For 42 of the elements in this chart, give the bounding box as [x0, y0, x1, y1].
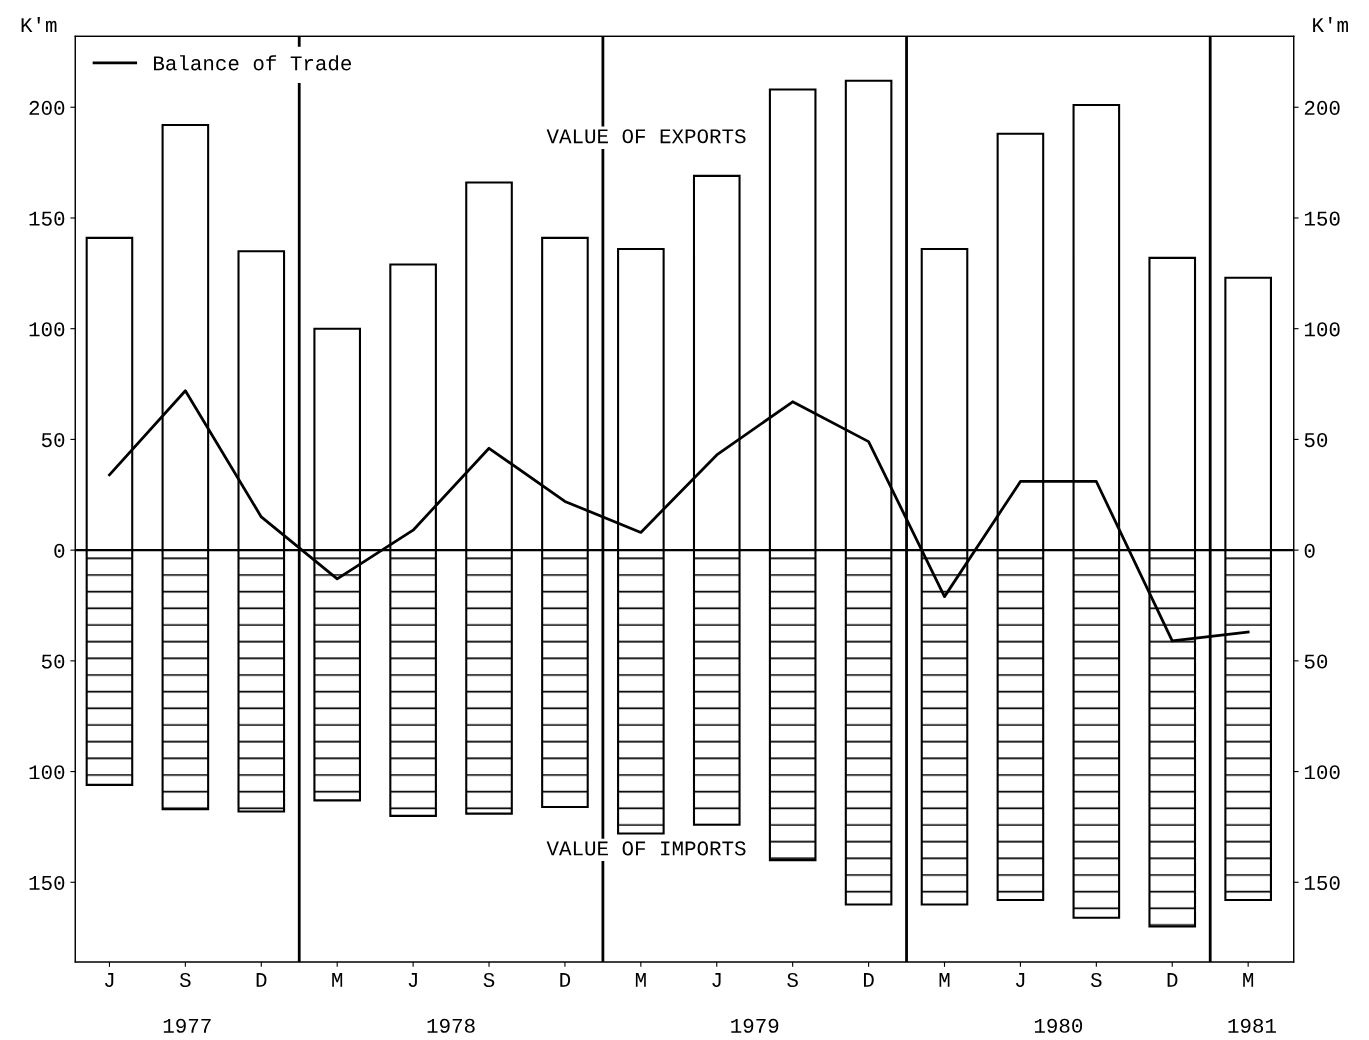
- x-tick-label: D: [863, 973, 874, 987]
- y-tick-label: 50: [41, 654, 65, 669]
- x-tick-label: S: [483, 972, 495, 988]
- x-tick-label: S: [1090, 972, 1102, 988]
- y-tick-label: 0: [54, 543, 65, 558]
- x-tick-label: S: [179, 972, 191, 988]
- y2-tick-label: 100: [1304, 765, 1340, 780]
- x-tick-label: D: [1167, 973, 1178, 987]
- y2-tick-label: 150: [1304, 211, 1340, 226]
- x-tick-label: M: [332, 973, 343, 987]
- y2-tick-label: 200: [1304, 100, 1340, 116]
- y2-tick-label: 150: [1304, 875, 1340, 891]
- y-tick-label: 150: [29, 875, 65, 891]
- y2-tick-label: 50: [1304, 654, 1328, 669]
- x-tick-label: M: [635, 973, 646, 987]
- x-tick-label: J: [712, 973, 721, 988]
- x-tick-label: S: [787, 972, 798, 988]
- x-tick-label: D: [256, 973, 267, 987]
- y-tick-label: 150: [29, 211, 65, 226]
- x-tick-label: D: [560, 973, 571, 987]
- series-label: VALUE OF IMPORTS: [546, 841, 746, 856]
- y-axis-title: K'm: [21, 16, 57, 33]
- y2-axis-title: K'm: [1313, 16, 1348, 33]
- y2-tick-label: 100: [1304, 322, 1340, 337]
- x-tick-label: J: [1015, 973, 1025, 988]
- y-tick-label: 100: [29, 765, 65, 780]
- y-tick-label: 100: [29, 322, 65, 337]
- x-tick-label: M: [939, 973, 950, 987]
- y2-tick-label: 50: [1304, 433, 1328, 448]
- y-tick-label: 200: [29, 100, 65, 116]
- text: 1980: [1034, 1018, 1083, 1033]
- legend-label: Balance of Trade: [154, 55, 352, 71]
- text: 1981: [1228, 1018, 1276, 1033]
- y2-tick-label: 0: [1304, 543, 1315, 558]
- x-tick-label: J: [408, 973, 417, 988]
- series-label: VALUE OF EXPORTS: [546, 129, 746, 144]
- text: 1977: [163, 1018, 211, 1033]
- y-tick-label: 50: [41, 433, 65, 448]
- text: 1978: [427, 1018, 475, 1033]
- x-tick-label: J: [104, 973, 114, 988]
- text: 1979: [731, 1018, 779, 1033]
- x-tick-label: M: [1243, 973, 1254, 987]
